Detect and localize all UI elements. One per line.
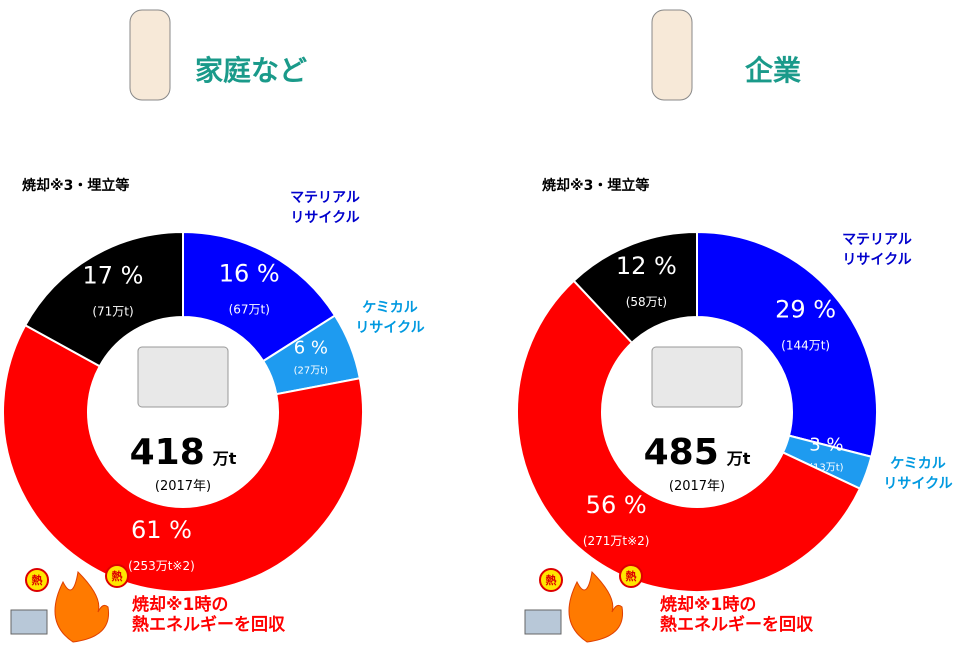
fire-icon	[54, 570, 110, 643]
percent-label: 16 %	[219, 260, 280, 288]
percent-label: 6 %	[294, 337, 328, 358]
truck-icon	[524, 609, 562, 635]
tonnage-label: (58万t)	[626, 295, 667, 309]
tonnage-label: (67万t)	[229, 303, 270, 317]
heat-badge	[105, 564, 129, 588]
percent-label: 12 %	[616, 252, 677, 280]
segment-name: ケミカル	[362, 300, 418, 316]
donut-segment	[2, 323, 364, 593]
donut-segment	[23, 230, 184, 368]
waste-bales-icon	[651, 346, 743, 408]
segment-name: リサイクル	[290, 210, 359, 226]
heat-badge	[25, 568, 49, 592]
total-unit: 万t	[726, 449, 751, 468]
donut-segment	[696, 230, 878, 458]
waste-bales-icon	[137, 346, 229, 408]
percent-label: 29 %	[775, 296, 836, 324]
segment-name: マテリアル	[842, 232, 912, 248]
segment-name: リサイクル	[355, 320, 424, 336]
section-title: 家庭など	[195, 54, 307, 87]
segment-name: 熱エネルギーを回収	[132, 614, 286, 635]
person-icon	[651, 9, 693, 101]
segment-name: 焼却※3・埋立等	[22, 177, 129, 194]
total-label: 418 万t	[130, 432, 237, 473]
total-value: 418	[130, 432, 205, 473]
segment-name: リサイクル	[842, 252, 911, 268]
percent-label: 3 %	[809, 435, 843, 456]
year-label: (2017年)	[669, 479, 725, 494]
year-label: (2017年)	[155, 479, 211, 494]
segment-name: マテリアル	[290, 190, 360, 206]
fire-icon	[568, 570, 624, 643]
heat-badge	[619, 564, 643, 588]
donut-segment	[182, 230, 337, 363]
percent-label: 61 %	[131, 516, 192, 544]
heat-badge-text: 熱	[626, 569, 637, 583]
segment-name: 焼却※3・埋立等	[542, 177, 649, 194]
tonnage-label: (253万t※2)	[128, 559, 195, 573]
center-hole	[604, 319, 790, 505]
percent-label: 17 %	[83, 262, 144, 290]
segment-name: 焼却※1時の	[660, 594, 756, 615]
tonnage-label: (27万t)	[294, 365, 329, 376]
truck-icon	[10, 609, 48, 635]
segment-name: ケミカル	[890, 456, 946, 472]
center-hole	[90, 319, 276, 505]
segment-name: リサイクル	[883, 476, 952, 492]
segment-name: 熱エネルギーを回収	[660, 614, 814, 635]
heat-badge-text: 熱	[546, 573, 557, 587]
tonnage-label: (71万t)	[92, 305, 133, 319]
tonnage-label: (13万t)	[809, 463, 844, 474]
heat-badge-text: 熱	[112, 569, 123, 583]
total-label: 485 万t	[644, 432, 751, 473]
tonnage-label: (144万t)	[781, 339, 830, 353]
section-title: 企業	[745, 54, 801, 87]
person-icon	[129, 9, 171, 101]
percent-label: 56 %	[586, 491, 647, 519]
total-unit: 万t	[212, 449, 237, 468]
total-value: 485	[644, 432, 719, 473]
heat-badge-text: 熱	[32, 573, 43, 587]
tonnage-label: (271万t※2)	[583, 534, 650, 548]
donut-segment	[572, 230, 698, 345]
heat-badge	[539, 568, 563, 592]
segment-name: 焼却※1時の	[132, 594, 228, 615]
donut-segment	[516, 279, 862, 593]
